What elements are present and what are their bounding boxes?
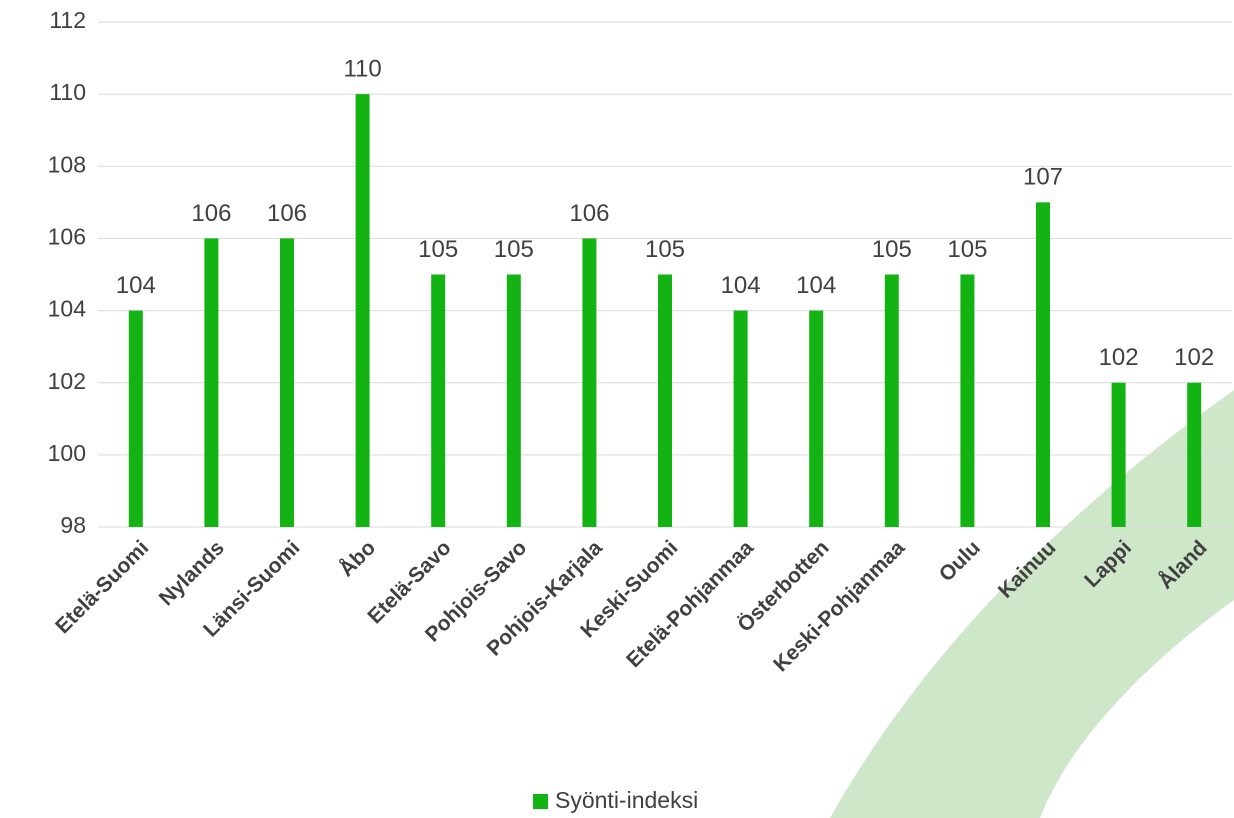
bar bbox=[506, 274, 521, 527]
y-tick-label: 108 bbox=[48, 151, 86, 177]
bar bbox=[128, 310, 143, 527]
bar bbox=[280, 238, 294, 527]
bar bbox=[658, 274, 672, 527]
value-label: 106 bbox=[191, 200, 231, 227]
background-swoosh bbox=[830, 390, 1234, 818]
x-tick-label: Oulu bbox=[935, 536, 985, 586]
bar bbox=[204, 238, 219, 527]
x-tick-label: Åbo bbox=[334, 535, 380, 581]
y-tick-label: 110 bbox=[49, 79, 86, 105]
bar bbox=[884, 274, 899, 527]
value-label: 105 bbox=[494, 236, 534, 263]
bar bbox=[1036, 202, 1050, 527]
y-tick-label: 100 bbox=[48, 440, 86, 466]
bar bbox=[431, 274, 446, 527]
value-label: 102 bbox=[1099, 344, 1139, 371]
x-tick-label: Nylands bbox=[155, 536, 229, 610]
bar bbox=[355, 94, 370, 528]
y-tick-label: 106 bbox=[48, 224, 86, 250]
x-tick-label: Etelä-Pohjanmaa bbox=[622, 536, 758, 672]
value-label: 104 bbox=[796, 272, 836, 299]
value-label: 107 bbox=[1023, 164, 1063, 191]
value-label: 105 bbox=[645, 236, 685, 263]
value-label: 105 bbox=[872, 236, 912, 263]
value-label: 104 bbox=[116, 272, 156, 299]
legend-label: Syönti-indeksi bbox=[555, 787, 698, 813]
x-tick-label: Etelä-Suomi bbox=[51, 536, 153, 638]
bar bbox=[809, 310, 824, 527]
y-tick-label: 104 bbox=[48, 296, 87, 322]
x-tick-label: Keski-Pohjanmaa bbox=[769, 536, 909, 676]
y-tick-label: 102 bbox=[48, 368, 86, 394]
bar bbox=[960, 274, 975, 527]
value-label: 105 bbox=[947, 236, 987, 263]
value-label: 102 bbox=[1174, 344, 1214, 371]
value-label: 106 bbox=[267, 200, 307, 227]
y-tick-label: 98 bbox=[60, 512, 86, 538]
value-label: 105 bbox=[418, 236, 458, 263]
legend-swatch bbox=[533, 794, 548, 809]
value-label: 110 bbox=[343, 55, 381, 82]
bar bbox=[733, 310, 748, 527]
y-tick-label: 112 bbox=[49, 7, 86, 33]
bar bbox=[1187, 382, 1202, 527]
bar bbox=[582, 238, 597, 527]
value-label: 106 bbox=[569, 200, 609, 227]
value-label: 104 bbox=[721, 272, 761, 299]
bar bbox=[1111, 382, 1126, 527]
